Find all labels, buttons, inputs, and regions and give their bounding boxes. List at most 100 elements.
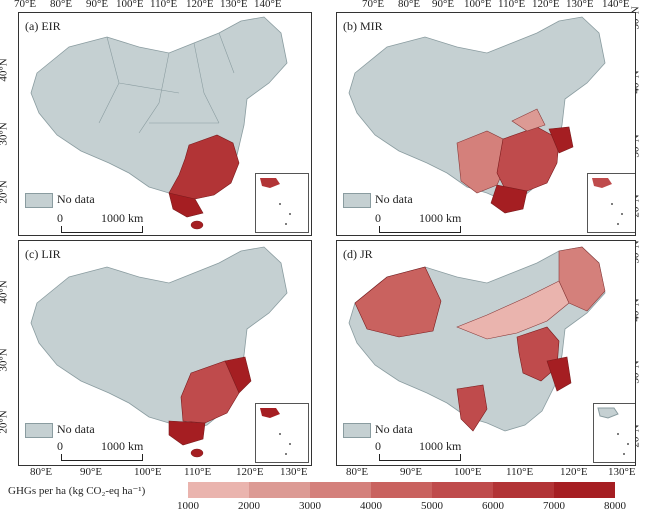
colorbar-segment [249,482,310,498]
panel-label: (a) EIR [25,19,61,33]
no-data-swatch [25,423,53,438]
lon-tick: 80°E [30,466,53,478]
inset-map [260,178,291,225]
colorbar-tick: 7000 [543,500,565,512]
colorbar-tick: 4000 [360,500,382,512]
scale-max: 1000 km [101,439,144,453]
scale-bar-line [61,454,143,461]
scale-bar: 0 1000 km [57,211,147,235]
lon-tick: 110°E [150,0,178,10]
no-data-legend: No data [343,419,427,439]
lon-tick: 100°E [134,466,162,478]
scale-bar: 0 1000 km [57,439,147,465]
inset-map [597,407,629,455]
south-china-sea-inset [255,403,309,463]
map-panel-lir: (c) LIR No data 0 1000 km [18,240,312,466]
mir-region-north [511,108,546,132]
lon-tick: 140°E [602,0,630,10]
panel-label: (c) LIR [25,247,61,261]
lon-tick: 100°E [116,0,144,10]
south-china-sea-inset [587,173,635,233]
lon-tick: 100°E [454,466,482,478]
lat-tick: 20°N [0,410,10,434]
scale-bar-line [379,226,461,233]
mir-region-center [496,126,560,192]
lon-tick: 130°E [280,466,308,478]
mir-region-east [548,126,574,154]
panel-label: (b) MIR [343,19,383,33]
lon-tick: 80°E [50,0,73,10]
colorbar-segment [554,482,615,498]
panel-label: (d) JR [343,247,373,261]
china-map [348,16,606,214]
jr-northeast [558,246,606,312]
lon-tick: 70°E [362,0,385,10]
south-china-sea-inset [593,403,635,463]
colorbar-title: GHGs per ha (kg CO₂-eq ha⁻¹) [8,485,146,497]
scale-max: 1000 km [419,211,462,225]
scale-zero: 0 [375,439,381,453]
jr-xinjiang [354,266,442,338]
lon-tick: 110°E [498,0,526,10]
no-data-text: No data [57,192,95,206]
scale-bar: 0 1000 km [375,211,465,235]
lon-tick: 140°E [254,0,282,10]
lon-tick: 110°E [184,466,212,478]
lir-region-south [168,420,206,446]
lat-tick: 40°N [0,58,10,82]
colorbar-segment [371,482,432,498]
scale-bar-line [61,226,143,233]
lon-tick: 80°E [398,0,421,10]
no-data-legend: No data [343,189,427,209]
lat-tick: 30°N [0,122,10,146]
scale-zero: 0 [375,211,381,225]
lon-tick: 90°E [400,466,423,478]
lat-tick: 20°N [0,180,10,204]
no-data-legend: No data [25,419,109,439]
lat-tick: 30°N [0,348,10,372]
lon-tick: 100°E [464,0,492,10]
lon-tick: 120°E [236,466,264,478]
jr-yunnan [456,384,488,432]
south-china-sea-inset [255,173,309,233]
colorbar-segment [493,482,554,498]
lon-tick: 120°E [532,0,560,10]
colorbar-tick: 2000 [238,500,260,512]
lon-tick: 120°E [560,466,588,478]
colorbar-tick: 5000 [421,500,443,512]
scale-max: 1000 km [419,439,462,453]
colorbar-tick: 3000 [299,500,321,512]
colorbar-tick: 8000 [604,500,626,512]
hainan [190,220,204,230]
lon-tick: 90°E [432,0,455,10]
map-panel-jr: (d) JR No data 0 1000 km [336,240,636,466]
lon-tick: 130°E [566,0,594,10]
lon-tick: 90°E [80,466,103,478]
province-lines [98,32,235,134]
inset-map [260,408,291,455]
highlight-region [168,134,240,204]
no-data-text: No data [57,422,95,436]
lon-tick: 130°E [608,466,636,478]
china-map [348,246,606,432]
china-map [30,16,288,230]
scale-max: 1000 km [101,211,144,225]
no-data-swatch [25,193,53,208]
colorbar [188,482,615,498]
lon-tick: 70°E [14,0,37,10]
no-data-legend: No data [25,189,109,209]
china-outline [30,16,288,202]
lon-tick: 130°E [220,0,248,10]
china-outline [30,246,288,432]
mir-region-south [490,184,528,214]
colorbar-tick: 1000 [177,500,199,512]
lir-region-east [224,356,252,394]
colorbar-segment [310,482,371,498]
china-map [30,246,288,458]
map-panel-eir: (a) EIR No data 0 1000 km [18,12,312,236]
map-panel-mir: (b) MIR No data 0 1000 km [336,12,636,236]
highlight-south [168,192,204,218]
lon-tick: 80°E [346,466,369,478]
no-data-swatch [343,423,371,438]
scale-zero: 0 [57,439,63,453]
